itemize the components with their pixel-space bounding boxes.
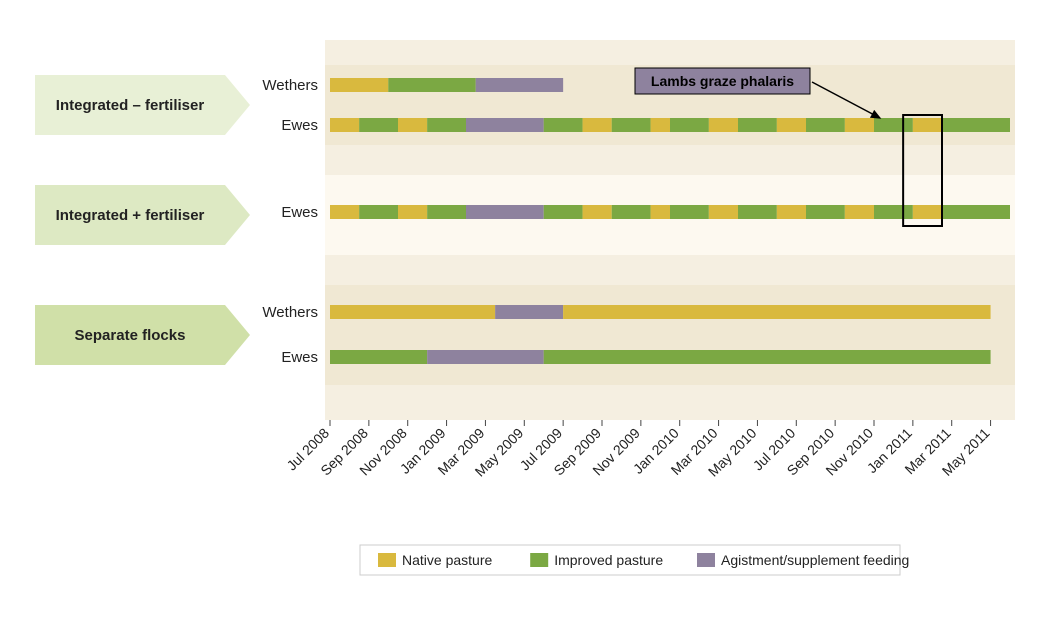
row-label: Ewes — [281, 204, 318, 221]
segment — [806, 205, 845, 219]
segment — [874, 118, 913, 132]
segment — [495, 305, 563, 319]
segment — [942, 205, 1010, 219]
segment — [563, 305, 990, 319]
segment — [651, 118, 670, 132]
segment — [476, 78, 563, 92]
segment — [709, 118, 738, 132]
segment — [612, 205, 651, 219]
segment — [330, 350, 427, 364]
segment — [942, 118, 1010, 132]
segment — [874, 205, 913, 219]
segment — [544, 118, 583, 132]
segment — [913, 118, 942, 132]
segment — [544, 350, 991, 364]
legend-swatch — [530, 553, 548, 567]
segment — [583, 118, 612, 132]
segment — [398, 118, 427, 132]
segment — [330, 118, 359, 132]
group-label: Separate flocks — [75, 327, 186, 344]
segment — [670, 205, 709, 219]
segment — [330, 205, 359, 219]
row-label: Wethers — [262, 304, 318, 321]
segment — [330, 305, 495, 319]
segment — [777, 118, 806, 132]
segment — [651, 205, 670, 219]
segment — [709, 205, 738, 219]
legend-label: Native pasture — [402, 552, 492, 568]
segment — [806, 118, 845, 132]
segment — [845, 118, 874, 132]
callout-text: Lambs graze phalaris — [651, 73, 794, 89]
segment — [359, 205, 398, 219]
segment — [466, 205, 544, 219]
segment — [845, 205, 874, 219]
segment — [777, 205, 806, 219]
row-label: Wethers — [262, 77, 318, 94]
segment — [544, 205, 583, 219]
legend-label: Improved pasture — [554, 552, 663, 568]
row-label: Ewes — [281, 117, 318, 134]
segment — [583, 205, 612, 219]
segment — [466, 118, 544, 132]
segment — [612, 118, 651, 132]
segment — [388, 78, 475, 92]
group-label: Integrated + fertiliser — [56, 207, 205, 224]
segment — [913, 205, 942, 219]
segment — [427, 350, 544, 364]
legend-swatch — [378, 553, 396, 567]
group-band — [325, 285, 1015, 385]
group-label: Integrated – fertiliser — [56, 97, 205, 114]
row-label: Ewes — [281, 349, 318, 366]
segment — [427, 118, 466, 132]
segment — [670, 118, 709, 132]
segment — [427, 205, 466, 219]
segment — [330, 78, 388, 92]
legend-swatch — [697, 553, 715, 567]
segment — [738, 205, 777, 219]
legend-label: Agistment/supplement feeding — [721, 552, 909, 568]
timeline-chart: Integrated – fertiliser Wethers Ewes Integr… — [0, 0, 1040, 622]
segment — [398, 205, 427, 219]
segment — [359, 118, 398, 132]
segment — [738, 118, 777, 132]
